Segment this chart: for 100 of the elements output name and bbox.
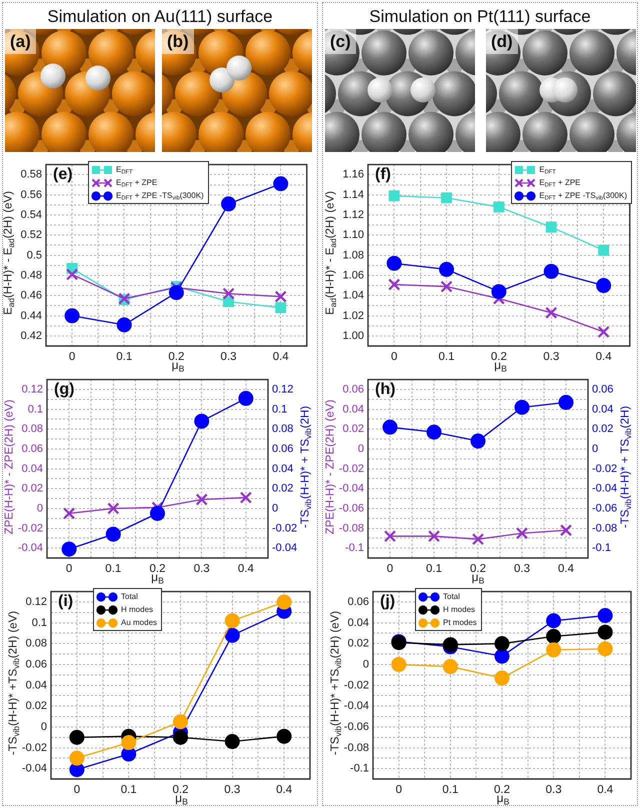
legend-label: H modes: [121, 604, 154, 614]
y-tick-label: 0.06: [26, 658, 47, 671]
x-tick-label: 0.1: [120, 784, 137, 796]
y-tick-label: 0: [40, 720, 47, 733]
y2-tick-label: 0.04: [272, 462, 294, 475]
y-tick-label: 0.1: [28, 403, 43, 416]
y-tick-label: 0.04: [348, 616, 369, 629]
y-tick-label: -0.02: [338, 462, 364, 475]
x-tick-label: 0.1: [116, 351, 132, 364]
x-tick-label: 0.3: [220, 351, 237, 364]
x-tick-label: 0.3: [194, 563, 210, 576]
annotation: (h): [375, 381, 396, 399]
text: (d): [486, 29, 518, 54]
legend-label: H modes: [443, 604, 476, 614]
y2-tick-label: 0.06: [592, 384, 614, 396]
y-tick-label: -0.1: [350, 762, 369, 775]
y-tick-label: 0.06: [342, 384, 364, 396]
y-tick-label: 0.42: [20, 330, 42, 342]
x-tick-label: 0.4: [272, 351, 290, 364]
y2-tick-label: -0.06: [592, 502, 618, 514]
annotation: (g): [54, 381, 74, 399]
y-tick-label: 1.12: [342, 209, 364, 222]
y-tick-label: 0: [36, 502, 43, 514]
y2-tick-label: 0: [272, 502, 278, 514]
annotation: (j): [380, 593, 396, 611]
x-tick-label: 0.3: [514, 563, 530, 576]
legend-label: E$_{DFT}$ + ZPE -TS$_{vib}$(300K): [116, 190, 204, 202]
y2-tick-label: 0.12: [272, 384, 294, 396]
x-tick-label: 0.3: [543, 351, 560, 364]
y-tick-label: -0.02: [344, 679, 369, 692]
y-tick-label: 0.46: [20, 290, 42, 302]
y-tick-label: -0.04: [22, 762, 47, 775]
y-tick-label: 0.48: [20, 269, 42, 282]
annotation: (f): [375, 166, 391, 184]
y-tick-label: -0.02: [18, 522, 43, 534]
y-tick-label: -0.06: [338, 502, 364, 514]
y-axis-title: ZPE(H-H)* - ZPE(2H) (eV): [4, 399, 16, 534]
legend-label: Total: [443, 592, 460, 602]
x-tick-label: 0.1: [105, 563, 122, 576]
text: (a): [5, 29, 36, 54]
x-tick-label: 0.2: [490, 351, 507, 364]
y-tick-label: 0.12: [22, 384, 43, 396]
x-tick-label: 0.2: [470, 563, 486, 576]
x-tick-label: 0.2: [172, 784, 188, 796]
legend-label: E$_{DFT}$ + ZPE: [539, 178, 581, 188]
y-axis-title: ZPE(H-H)* - ZPE(2H) (eV): [324, 399, 338, 534]
y2-tick-label: 0.02: [272, 482, 294, 495]
y-tick-label: 0.08: [26, 638, 47, 650]
y2-tick-label: -0.04: [592, 482, 618, 495]
x-tick-label: 0.2: [494, 784, 510, 796]
y-tick-label: 0.08: [22, 423, 43, 436]
x-tick-label: 0.3: [546, 784, 562, 796]
y-tick-label: 0.02: [348, 638, 369, 650]
legend-label: Total: [121, 592, 138, 602]
text: (b): [162, 29, 194, 54]
y2-tick-label: 0.04: [592, 403, 614, 416]
y-tick-label: 1.16: [342, 168, 364, 181]
y-tick-label: -0.02: [22, 742, 47, 754]
y-tick-label: 0.1: [32, 616, 47, 629]
text: Simulation on Au(111) surface: [47, 7, 273, 27]
x-tick-label: 0.2: [168, 351, 184, 364]
y-tick-label: 0: [358, 443, 364, 456]
x-tick-label: 0: [66, 563, 72, 576]
y-tick-label: 1.02: [342, 310, 364, 322]
y-tick-label: -0.04: [338, 482, 364, 495]
legend-label: Pt modes: [443, 618, 477, 628]
annotation: (i): [58, 593, 74, 611]
y-tick-label: -0.04: [344, 700, 369, 712]
text: Simulation on Pt(111) surface: [369, 7, 591, 27]
x-tick-label: 0: [74, 784, 80, 796]
text: (c): [325, 29, 356, 54]
y-tick-label: -0.1: [345, 542, 364, 554]
y-tick-label: 0.56: [20, 188, 42, 201]
y2-tick-label: -0.02: [592, 462, 618, 475]
x-tick-label: 0: [68, 351, 76, 364]
y-tick-label: 0.06: [22, 443, 43, 456]
y-tick-label: 1.00: [342, 330, 364, 342]
x-tick-label: 0.4: [596, 351, 612, 364]
y-tick-label: -0.04: [18, 542, 43, 554]
x-tick-label: 0.4: [276, 784, 293, 796]
legend-label: Au modes: [121, 618, 158, 628]
x-tick-label: 0.1: [426, 563, 442, 576]
x-tick-label: 0.4: [597, 784, 614, 796]
y-tick-label: -0.08: [344, 742, 369, 754]
y2-tick-label: -0.02: [272, 522, 298, 534]
y-tick-label: 0.04: [22, 462, 43, 475]
legend-label: E$_{DFT}$: [116, 164, 133, 176]
y2-tick-label: 0.06: [272, 443, 294, 456]
y-tick-label: 0.02: [22, 482, 43, 495]
y-tick-label: 0.12: [26, 596, 47, 608]
y2-tick-label: 0.1: [272, 403, 288, 416]
y2-tick-label: 0: [592, 443, 598, 456]
x-tick-label: 0.1: [438, 351, 455, 364]
y-tick-label: 0.52: [20, 229, 42, 242]
x-tick-label: 0.4: [238, 563, 254, 576]
y2-tick-label: -0.1: [592, 542, 611, 554]
y-tick-label: 1.10: [342, 229, 364, 242]
y-tick-label: 1.14: [342, 188, 364, 201]
x-tick-label: 0.4: [558, 563, 575, 576]
x-tick-label: 0: [390, 351, 398, 364]
